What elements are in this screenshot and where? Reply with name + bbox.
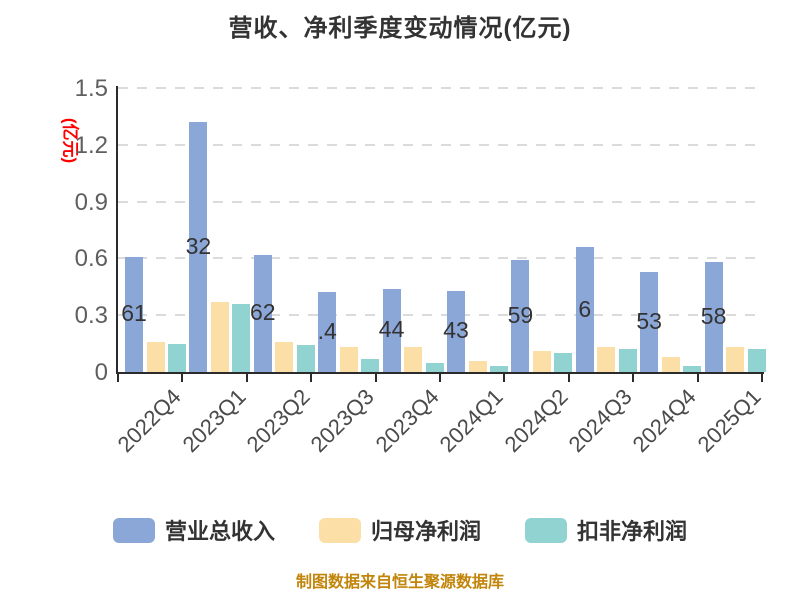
x-tick-mark [439,374,441,382]
bar-revenue-2024Q4 [640,271,659,372]
y-tick-label: 0.3 [74,302,108,330]
bar-net-profit-2023Q3 [339,347,358,372]
bar-value-label-2024Q2: 59 [507,302,534,329]
bar-revenue-2023Q2 [253,254,272,372]
footer-source-note: 制图数据来自恒生聚源数据库 [295,574,504,591]
bar-value-label-2023Q3: .4 [317,318,337,345]
bar-non-gaap-2022Q4 [168,343,186,372]
legend-label-revenue: 营业总收入 [164,519,275,544]
x-tick-mark [696,374,699,382]
legend-swatch-non-gaap-profit [525,517,567,543]
gridline [118,143,764,146]
bar-value-label-2024Q1: 43 [443,317,469,344]
x-tick-mark [761,374,763,382]
legend: 营业总收入 归母净利润 扣非净利润 [0,514,800,546]
y-tick-label: 1.5 [74,75,108,102]
bar-value-label-2022Q4: 61 [121,300,147,327]
bar-value-label-2023Q1: 32 [185,233,212,260]
x-tick-mark [245,374,248,382]
bar-revenue-2023Q1 [189,122,208,372]
x-tick-mark [310,374,313,382]
bar-revenue-2024Q2 [511,260,530,372]
bar-net-profit-2022Q4 [146,341,165,372]
chart-title: 营收、净利季度变动情况(亿元) [228,15,572,42]
bar-non-gaap-2023Q4 [425,362,444,372]
bar-value-label-2023Q2: 62 [250,299,276,326]
bar-non-gaap-2024Q4 [683,366,702,372]
bar-revenue-2024Q3 [575,247,594,372]
bar-revenue-2023Q4 [382,288,401,372]
bar-value-label-2023Q4: 44 [378,316,405,343]
bar-net-profit-2023Q2 [275,341,294,372]
bar-non-gaap-2024Q2 [554,353,573,372]
y-tick-label: 0.9 [74,188,108,216]
bar-revenue-2023Q3 [318,292,337,372]
bar-non-gaap-2025Q1 [747,349,766,372]
gridline [118,87,764,89]
gridline [118,257,764,260]
x-axis-line [116,372,764,374]
x-tick-mark [117,374,119,382]
bar-net-profit-2024Q1 [468,360,487,372]
legend-item-revenue[interactable]: 营业总收入 [112,514,275,546]
bar-revenue-2022Q4 [125,256,143,372]
legend-swatch-revenue [112,517,155,543]
bar-non-gaap-2024Q1 [490,366,508,372]
gridline [118,200,764,203]
bar-value-label-2025Q1: 58 [700,303,727,330]
gridline [118,314,764,317]
bar-net-profit-2024Q3 [597,347,616,372]
y-axis-line [116,86,118,374]
bar-net-profit-2024Q2 [532,351,551,372]
x-tick-mark [374,374,377,382]
legend-label-net-profit: 归母净利润 [370,519,481,544]
bar-net-profit-2023Q4 [404,347,423,372]
x-tick-mark [181,374,184,382]
y-tick-label: 0 [94,359,108,386]
bar-revenue-2024Q1 [447,290,465,372]
bar-net-profit-2023Q1 [210,301,229,372]
y-tick-label: 1.2 [74,131,108,159]
bar-value-label-2024Q3: 6 [578,295,592,322]
legend-swatch-net-profit [318,517,361,543]
bar-non-gaap-2024Q3 [618,349,637,372]
x-tick-mark [567,374,570,382]
legend-label-non-gaap-profit: 扣非净利润 [577,519,688,544]
bar-non-gaap-2023Q2 [296,345,315,372]
bar-non-gaap-2023Q1 [232,303,251,372]
bar-non-gaap-2023Q3 [361,358,380,372]
x-tick-mark [503,374,506,382]
x-tick-mark [632,374,635,382]
legend-item-net-profit[interactable]: 归母净利润 [318,514,481,546]
bar-net-profit-2025Q1 [726,347,745,372]
bar-revenue-2025Q1 [704,262,723,372]
bar-net-profit-2024Q4 [661,356,680,372]
y-tick-label: 0.6 [74,245,108,273]
legend-item-non-gaap-profit[interactable]: 扣非净利润 [525,514,687,546]
bar-value-label-2024Q4: 53 [636,307,662,334]
